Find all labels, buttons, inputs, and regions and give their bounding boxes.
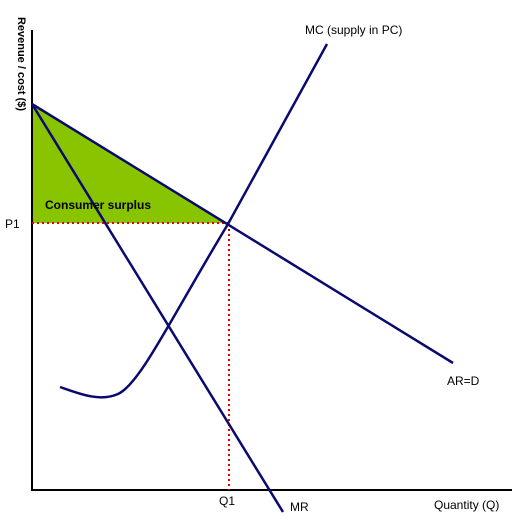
- x-axis-label: Quantity (Q): [434, 498, 499, 512]
- mr-curve: [30, 103, 285, 513]
- price-label: P1: [5, 217, 20, 231]
- quantity-label: Q1: [219, 494, 235, 508]
- ar-curve-label: AR=D: [447, 374, 480, 388]
- mr-curve-label: MR: [290, 500, 309, 514]
- mc-curve-label: MC (supply in PC): [305, 23, 402, 37]
- consumer-surplus-label: Consumer surplus: [45, 198, 151, 212]
- mc-curve: [59, 43, 329, 399]
- ar-demand-curve: [31, 102, 454, 365]
- y-axis-label: Revenue / cost ($): [15, 17, 27, 111]
